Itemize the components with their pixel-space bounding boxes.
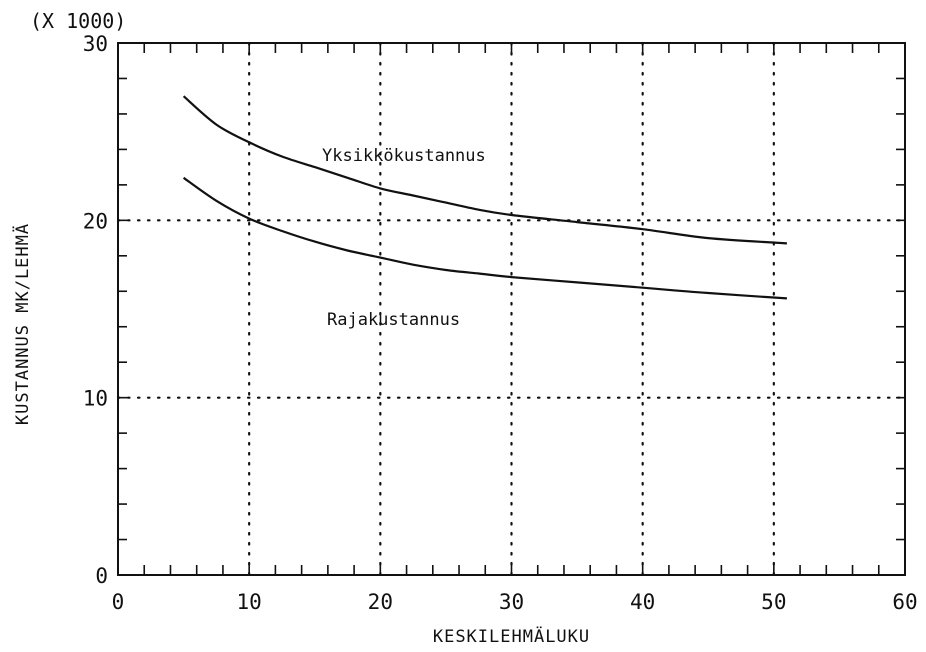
y-axis-label: KUSTANNUS MK/LEHMÄ [12,223,33,425]
x-tick-label: 60 [892,590,917,614]
y-tick-label: 10 [83,387,108,411]
y-tick-label: 0 [95,564,108,588]
series-lines [182,95,787,300]
y-tick-label: 30 [83,32,108,56]
x-tick-label: 10 [237,590,262,614]
x-tick-label: 0 [112,590,125,614]
rajakustannus-line [182,176,787,300]
x-axis-label: KESKILEHMÄLUKU [433,626,590,647]
y-scale-note: (X 1000) [30,9,126,33]
x-tick-label: 20 [368,590,393,614]
series-label-rajakustannus: Rajakustannus [327,310,460,330]
grid-lines [116,41,907,577]
x-tick-label: 50 [761,590,786,614]
plot-frame [117,42,906,576]
y-tick-label: 20 [83,209,108,233]
yksikkokustannus-line [182,95,787,245]
series-label-yksikkokustannus: Yksikkökustannus [322,146,486,166]
x-tick-label: 40 [630,590,655,614]
labels: (X 1000) KESKILEHMÄLUKU KUSTANNUS MK/LEH… [12,9,918,647]
x-tick-label: 30 [499,590,524,614]
